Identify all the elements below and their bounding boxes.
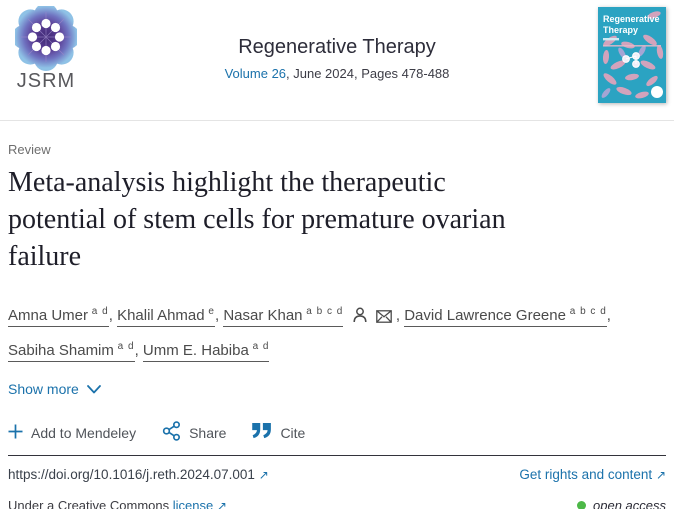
- journal-title-link[interactable]: Regenerative Therapy: [238, 36, 436, 58]
- jsrm-flower-icon: [10, 6, 82, 72]
- cite-label: Cite: [280, 424, 306, 441]
- jsrm-logo-text: JSRM: [16, 70, 76, 92]
- article-title: Meta-analysis highlight the therapeutic p…: [8, 164, 666, 275]
- add-to-mendeley-label: Add to Mendeley: [31, 424, 137, 441]
- external-link-icon: ↗: [258, 468, 269, 482]
- issue-rest: , June 2024, Pages 478-488: [286, 66, 450, 81]
- author-link[interactable]: Nasar Khan a b c d: [223, 306, 396, 327]
- show-more-label: Show more: [8, 381, 79, 397]
- jsrm-logo[interactable]: JSRM: [10, 6, 82, 93]
- cover-title-line2: Therapy: [603, 25, 638, 35]
- cite-quote-icon: [252, 423, 272, 442]
- article-title-line: Meta-analysis highlight the therapeutic: [8, 167, 446, 198]
- license-link[interactable]: license ↗: [173, 498, 227, 509]
- author-link[interactable]: Umm E. Habiba a d: [142, 341, 270, 362]
- add-to-mendeley-button[interactable]: Add to Mendeley: [8, 424, 136, 442]
- license-line: Under a Creative Commons license ↗: [8, 498, 227, 509]
- author-profile-icon[interactable]: [352, 305, 367, 333]
- external-link-icon: ↗: [216, 499, 227, 509]
- open-access-label: open access: [593, 498, 666, 509]
- doi-link[interactable]: https://doi.org/10.1016/j.reth.2024.07.0…: [8, 467, 269, 482]
- article-title-line: potential of stem cells for premature ov…: [8, 204, 506, 235]
- author-link[interactable]: Amna Umer a d: [8, 306, 109, 327]
- show-more-button[interactable]: Show more: [8, 381, 101, 397]
- article-type-label: Review: [8, 142, 51, 157]
- open-access-dot-icon: [577, 501, 586, 509]
- chevron-down-icon: [86, 381, 101, 397]
- volume-link[interactable]: Volume 26: [224, 66, 287, 81]
- external-link-icon: ↗: [655, 468, 666, 482]
- license-prefix: Under a Creative Commons: [8, 498, 170, 509]
- plus-icon: [8, 424, 23, 442]
- share-icon: [162, 421, 181, 444]
- journal-cover-thumbnail[interactable]: Regenerative Therapy: [598, 7, 666, 103]
- share-label: Share: [189, 424, 227, 441]
- get-rights-link[interactable]: Get rights and content ↗: [519, 467, 666, 482]
- email-icon[interactable]: [375, 305, 392, 333]
- author-list: Amna Umer a d, Khalil Ahmad e, Nasar Kha…: [8, 298, 666, 365]
- cite-button[interactable]: Cite: [252, 423, 305, 442]
- author-link[interactable]: David Lawrence Greene a b c d: [404, 306, 607, 327]
- footer-divider: [8, 455, 666, 456]
- open-access-badge: open access: [577, 498, 666, 509]
- journal-header: JSRM Regenerative Therapy Volume 26, Jun…: [0, 0, 674, 121]
- cover-title-line1: Regenerative: [603, 14, 660, 24]
- article-title-line: failure: [8, 241, 82, 272]
- author-link[interactable]: Khalil Ahmad e: [117, 306, 215, 327]
- journal-issue-line: Volume 26, June 2024, Pages 478-488: [0, 66, 674, 81]
- share-button[interactable]: Share: [162, 421, 226, 444]
- author-link[interactable]: Sabiha Shamim a d: [8, 341, 135, 362]
- action-bar: Add to Mendeley Share Cite: [8, 421, 666, 444]
